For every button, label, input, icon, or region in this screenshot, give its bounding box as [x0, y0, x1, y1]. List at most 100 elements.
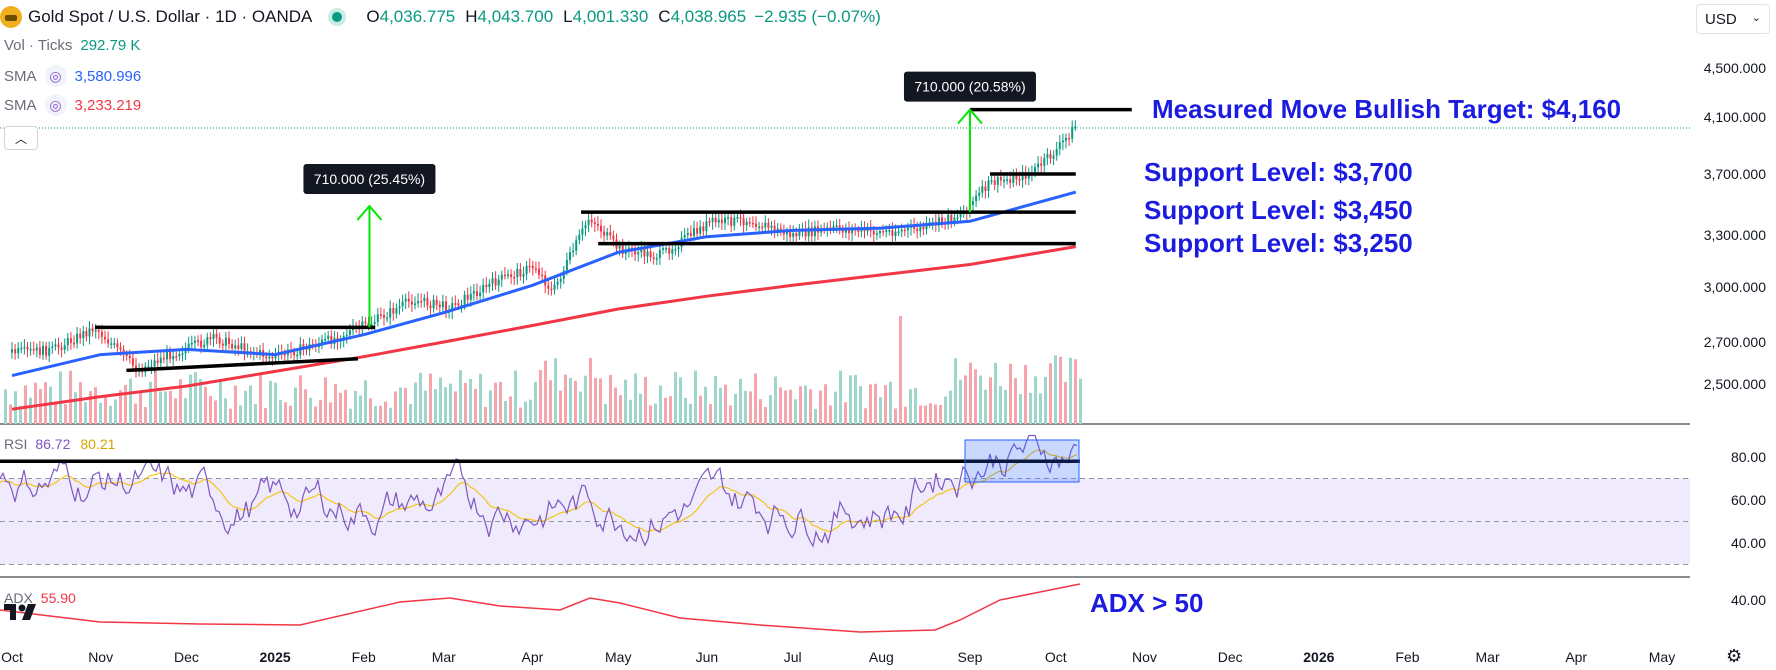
volume-bar — [404, 387, 407, 424]
candle-body — [996, 176, 999, 185]
volume-bar — [729, 405, 732, 424]
candle-body — [441, 301, 444, 308]
volume-legend[interactable]: Vol · Ticks 292.79 K — [4, 37, 140, 54]
volume-bar — [884, 385, 887, 424]
sma-slow-settings-icon[interactable]: ◎ — [44, 94, 67, 116]
open-value: 4,036.775 — [379, 7, 456, 26]
volume-bar — [584, 375, 587, 424]
candle-body — [891, 230, 894, 236]
volume-bar — [364, 380, 367, 424]
volume-bar — [309, 397, 312, 424]
currency-select[interactable]: USD ⌄ — [1696, 4, 1770, 34]
adx-legend[interactable]: ADX 55.90 — [4, 590, 76, 606]
candle-body — [875, 233, 878, 235]
volume-bar — [589, 357, 592, 424]
volume-bar — [24, 385, 27, 424]
low-label: L — [563, 7, 573, 26]
volume-bar — [1079, 378, 1082, 424]
volume-bar — [814, 408, 817, 424]
candle-body — [1027, 174, 1030, 179]
candle-body — [804, 228, 807, 237]
candle-body — [900, 229, 903, 232]
candle-body — [91, 328, 94, 332]
candle-body — [386, 317, 389, 320]
candle-body — [42, 346, 44, 355]
candle-body — [640, 248, 643, 253]
candle-body — [541, 274, 544, 277]
market-open-icon — [332, 12, 343, 22]
volume-bar — [219, 381, 222, 424]
volume-bar — [384, 401, 387, 424]
candle-body — [990, 180, 993, 182]
volume-bar — [899, 316, 902, 424]
candle-body — [398, 306, 401, 309]
sma-slow-legend[interactable]: SMA ◎ 3,233.219 — [4, 94, 141, 116]
candle-body — [153, 360, 156, 367]
candle-body — [463, 294, 466, 305]
volume-bar — [624, 379, 627, 424]
volume-bar — [1039, 393, 1042, 424]
close-value: 4,038.965 — [670, 7, 747, 26]
volume-bar — [369, 398, 372, 424]
volume-bar — [29, 397, 32, 424]
candle-body — [913, 225, 916, 229]
candle-body — [197, 340, 199, 343]
volume-bar — [239, 405, 242, 424]
symbol-title[interactable]: Gold Spot / U.S. Dollar · 1D · OANDA — [28, 7, 313, 26]
rsi-legend[interactable]: RSI 86.72 80.21 — [4, 436, 115, 452]
volume-bar — [944, 396, 947, 424]
candle-body — [748, 221, 751, 224]
volume-bar — [574, 380, 577, 424]
candle-body — [612, 235, 615, 240]
time-axis-tick: Mar — [1476, 649, 1500, 665]
volume-bar — [489, 390, 492, 424]
candle-body — [175, 356, 178, 358]
volume-bar — [494, 382, 497, 424]
collapse-legend-button[interactable]: ︿ — [4, 126, 38, 150]
candle-body — [94, 330, 97, 332]
volume-bar — [9, 404, 12, 424]
candle-body — [776, 228, 779, 232]
volume-bar — [299, 375, 302, 424]
rsi-axis-tick: 60.00 — [1731, 492, 1766, 508]
volume-bar — [784, 390, 787, 424]
candle-body — [1015, 174, 1018, 180]
volume-bar — [554, 358, 557, 424]
candle-body — [104, 336, 106, 340]
volume-bar — [569, 377, 572, 424]
candle-body — [696, 228, 699, 234]
volume-bar — [359, 395, 362, 424]
volume-bar — [164, 391, 167, 424]
volume-bar — [734, 393, 737, 424]
candle-body — [798, 229, 801, 237]
tradingview-logo-icon[interactable] — [4, 600, 46, 622]
time-axis-tick: Aug — [869, 649, 894, 665]
candle-body — [720, 219, 723, 224]
candle-body — [389, 308, 392, 318]
volume-bar — [459, 370, 462, 424]
volume-bar — [504, 400, 507, 424]
candle-body — [472, 291, 475, 294]
volume-bar — [194, 371, 197, 424]
sma-fast-settings-icon[interactable]: ◎ — [44, 65, 67, 87]
volume-bar — [1019, 393, 1022, 424]
candle-body — [1012, 174, 1015, 183]
sma-fast-legend[interactable]: SMA ◎ 3,580.996 — [4, 65, 141, 87]
gear-icon[interactable]: ⚙ — [1726, 646, 1743, 666]
candle-body — [531, 265, 534, 269]
rsi-label: RSI — [4, 436, 28, 452]
candle-body — [150, 366, 153, 368]
candle-body — [1037, 163, 1040, 168]
low-value: 4,001.330 — [572, 7, 649, 26]
volume-bar — [189, 374, 192, 424]
candle-body — [113, 343, 116, 345]
volume-bar — [394, 391, 397, 424]
candle-body — [987, 180, 990, 191]
candle-body — [29, 348, 32, 351]
candle-body — [755, 223, 757, 227]
candle-body — [482, 284, 485, 293]
volume-bar — [1069, 357, 1072, 424]
volume-bar — [264, 408, 267, 424]
volume-bar — [754, 373, 757, 424]
